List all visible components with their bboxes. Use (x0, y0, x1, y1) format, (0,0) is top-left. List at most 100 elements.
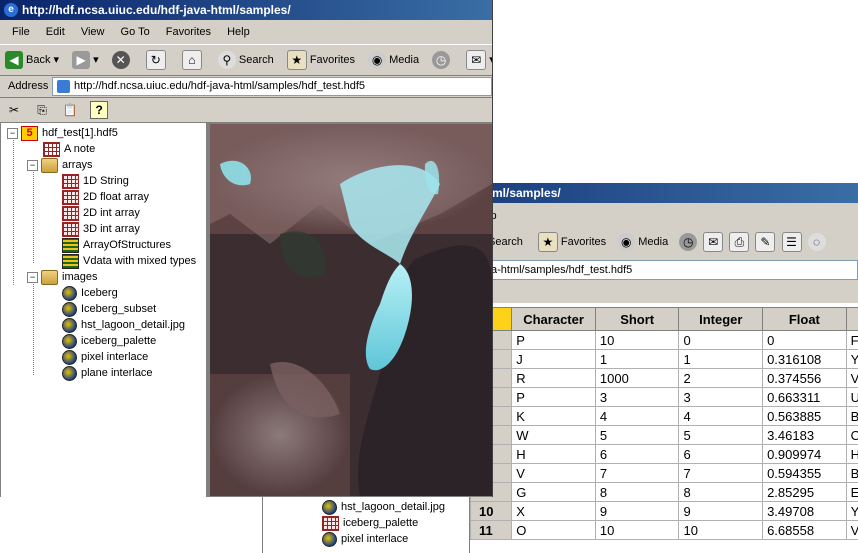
table-cell[interactable]: OFL (845, 425, 858, 445)
column-header[interactable]: Integer (678, 307, 764, 331)
home-button[interactable]: ⌂ (179, 48, 208, 72)
table-cell[interactable]: 6 (678, 444, 764, 464)
table-cell[interactable]: 10 (594, 520, 680, 540)
menu-view[interactable]: View (80, 26, 105, 38)
table-cell[interactable]: YHX (845, 501, 858, 521)
column-header[interactable]: Character (511, 307, 596, 331)
tree-item-iceberg-palette[interactable]: iceberg_palette (62, 333, 156, 349)
column-header[interactable]: Float (762, 307, 847, 331)
tree-item-3d-int-array[interactable]: 3D int array (62, 221, 140, 237)
table-cell[interactable]: 4 (678, 406, 764, 426)
table-cell[interactable]: P (511, 330, 596, 350)
menu-edit[interactable]: Edit (45, 26, 65, 38)
table-cell[interactable]: 10 (594, 330, 680, 350)
tree-group-arrays[interactable]: − arrays (27, 157, 93, 173)
tree-item-plane-interlace[interactable]: plane interlace (62, 365, 153, 381)
table-cell[interactable]: HFF (845, 444, 858, 464)
refresh-button[interactable]: ↻ (143, 48, 172, 72)
table-cell[interactable]: FOD (845, 330, 858, 350)
table-cell[interactable]: K (511, 406, 596, 426)
tree-item-pixel-interlace-back[interactable]: pixel interlace (322, 531, 408, 547)
collapse-icon[interactable]: − (27, 271, 38, 283)
back-address-bar[interactable]: a-html/samples/hdf_test.hdf5 (488, 260, 858, 280)
table-cell[interactable]: 7 (678, 463, 764, 483)
table-cell[interactable]: BYA (845, 463, 858, 483)
tree-item-2d-float-array[interactable]: 2D float array (62, 189, 149, 205)
table-cell[interactable]: 7 (594, 463, 680, 483)
table-cell[interactable]: 6.68558 (762, 520, 847, 540)
table-cell[interactable]: 0.374556 (762, 368, 847, 388)
tree-item-iceberg-subset[interactable]: Iceberg_subset (62, 301, 156, 317)
table-cell[interactable]: 0.563885 (762, 406, 847, 426)
messenger-icon[interactable]: ◌ (807, 233, 826, 252)
table-cell[interactable]: UUN (845, 387, 858, 407)
back-search-button[interactable]: Search (488, 236, 523, 248)
table-cell[interactable]: 0.663311 (762, 387, 847, 407)
table-cell[interactable]: VHE (845, 520, 858, 540)
tree-root[interactable]: −5 hdf_test[1].hdf5 (7, 125, 118, 141)
table-cell[interactable]: 0 (678, 330, 764, 350)
table-cell[interactable]: W (511, 425, 596, 445)
menu-help[interactable]: Help (227, 26, 250, 38)
tree-item-iceberg[interactable]: Iceberg (62, 285, 118, 301)
table-cell[interactable]: 1000 (594, 368, 680, 388)
table-cell[interactable]: 8 (678, 482, 764, 502)
cut-icon[interactable]: ✂ (8, 103, 20, 117)
discuss-icon[interactable]: ☰ (781, 232, 802, 253)
table-cell[interactable]: EDX (845, 482, 858, 502)
tree-item-2d-int-array[interactable]: 2D int array (62, 205, 140, 221)
table-cell[interactable]: 3.46183 (762, 425, 847, 445)
table-cell[interactable]: 5 (678, 425, 764, 445)
back-favorites-button[interactable]: ★ Favorites (537, 232, 609, 253)
menu-go-to[interactable]: Go To (120, 26, 150, 38)
collapse-icon[interactable]: − (27, 159, 38, 171)
tree-item-1d-string[interactable]: 1D String (62, 173, 129, 189)
table-cell[interactable]: 3 (594, 387, 680, 407)
front-window-titlebar[interactable]: e http://hdf.ncsa.uiuc.edu/hdf-java-html/… (0, 0, 492, 20)
edit-icon[interactable]: ✎ (755, 232, 776, 253)
address-input[interactable]: http://hdf.ncsa.uiuc.edu/hdf-java-html/s… (52, 77, 492, 96)
table-cell[interactable]: 0 (762, 330, 847, 350)
table-cell[interactable]: 6 (594, 444, 680, 464)
mail-icon[interactable]: ✉ (703, 232, 724, 253)
paste-icon[interactable]: 📋 (62, 103, 78, 117)
back-button[interactable]: ◀ Back ▾ (2, 48, 62, 72)
column-header[interactable]: Short (594, 307, 680, 331)
history-button[interactable]: ◷ (429, 48, 456, 72)
table-cell[interactable]: X (511, 501, 596, 521)
table-cell[interactable]: YFO (845, 349, 858, 369)
back-media-button[interactable]: ◉ Media (617, 233, 671, 252)
row-header[interactable]: 10 (470, 501, 513, 521)
table-cell[interactable]: H (511, 444, 596, 464)
tree-group-images[interactable]: − images (27, 269, 97, 285)
table-cell[interactable]: 8 (594, 482, 680, 502)
table-cell[interactable]: 1 (594, 349, 680, 369)
table-cell[interactable]: 2 (678, 368, 764, 388)
tree-item-hst-lagoon-back[interactable]: hst_lagoon_detail.jpg (322, 499, 445, 515)
search-button[interactable]: ⚲ Search (215, 48, 277, 72)
table-cell[interactable]: 0.909974 (762, 444, 847, 464)
table-cell[interactable]: 2.85295 (762, 482, 847, 502)
help-icon[interactable]: ? (90, 101, 109, 119)
table-cell[interactable]: P (511, 387, 596, 407)
stop-button[interactable]: ✕ (109, 48, 136, 72)
favorites-button[interactable]: ★ Favorites (284, 48, 358, 72)
table-cell[interactable]: 3 (678, 387, 764, 407)
table-cell[interactable]: V (511, 463, 596, 483)
table-cell[interactable]: 4 (594, 406, 680, 426)
table-cell[interactable]: 9 (594, 501, 680, 521)
table-cell[interactable]: O (511, 520, 596, 540)
table-cell[interactable]: BCO (845, 406, 858, 426)
table-cell[interactable]: J (511, 349, 596, 369)
collapse-icon[interactable]: − (7, 127, 18, 139)
media-button[interactable]: ◉ Media (365, 48, 422, 72)
tree-item-pixel-interlace[interactable]: pixel interlace (62, 349, 148, 365)
table-cell[interactable]: 5 (594, 425, 680, 445)
forward-button[interactable]: ▶ ▾ (69, 48, 102, 72)
tree-item-vdata-mixed[interactable]: Vdata with mixed types (62, 253, 196, 269)
column-header[interactable]: S (845, 307, 858, 331)
print-icon[interactable]: ⎙ (729, 232, 750, 253)
history-icon[interactable]: ◷ (679, 233, 698, 252)
table-cell[interactable]: R (511, 368, 596, 388)
row-header[interactable]: 11 (470, 520, 513, 540)
